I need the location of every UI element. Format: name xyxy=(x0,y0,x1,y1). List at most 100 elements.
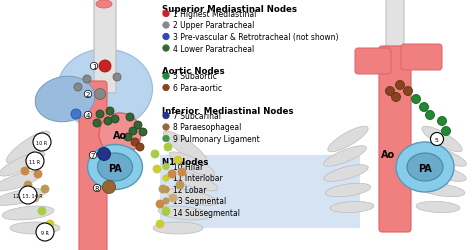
Circle shape xyxy=(176,181,184,189)
Circle shape xyxy=(83,76,91,84)
Circle shape xyxy=(162,207,170,215)
Text: 4 Lower Paratracheal: 4 Lower Paratracheal xyxy=(173,44,254,53)
Ellipse shape xyxy=(164,132,207,163)
Ellipse shape xyxy=(422,127,462,152)
Circle shape xyxy=(430,133,444,146)
Circle shape xyxy=(153,165,161,173)
Ellipse shape xyxy=(407,154,443,181)
Circle shape xyxy=(411,95,420,104)
Circle shape xyxy=(163,46,169,52)
Ellipse shape xyxy=(330,202,374,213)
Text: 11 Interlobar: 11 Interlobar xyxy=(173,174,223,183)
FancyBboxPatch shape xyxy=(79,82,107,250)
Ellipse shape xyxy=(419,184,465,197)
Text: 11 R: 11 R xyxy=(29,159,41,164)
Text: 4: 4 xyxy=(86,112,90,118)
Text: 10 R: 10 R xyxy=(36,140,47,145)
Text: 2: 2 xyxy=(86,92,90,98)
Circle shape xyxy=(163,34,169,40)
Circle shape xyxy=(174,156,182,164)
Text: 14 Subsegmental: 14 Subsegmental xyxy=(173,208,240,217)
Circle shape xyxy=(159,185,167,193)
Text: 2 Upper Paratracheal: 2 Upper Paratracheal xyxy=(173,22,255,30)
Ellipse shape xyxy=(166,189,218,206)
FancyBboxPatch shape xyxy=(355,49,391,75)
Circle shape xyxy=(99,61,111,73)
Circle shape xyxy=(426,111,435,120)
Text: Aortic Nodes: Aortic Nodes xyxy=(162,67,225,76)
Circle shape xyxy=(163,23,169,29)
Ellipse shape xyxy=(424,146,466,167)
Text: 7: 7 xyxy=(91,152,95,158)
Circle shape xyxy=(104,118,112,126)
Circle shape xyxy=(96,110,104,118)
Circle shape xyxy=(111,116,119,124)
Text: 9 R: 9 R xyxy=(41,230,49,235)
Circle shape xyxy=(124,134,132,141)
Text: 12 Lobar: 12 Lobar xyxy=(173,185,207,194)
Ellipse shape xyxy=(98,154,133,181)
Circle shape xyxy=(392,93,401,102)
Text: 5 Subaortic: 5 Subaortic xyxy=(173,72,217,81)
Circle shape xyxy=(163,113,169,119)
Text: 7 Subcarinal: 7 Subcarinal xyxy=(173,112,221,120)
Circle shape xyxy=(94,89,106,100)
Circle shape xyxy=(21,167,29,175)
Ellipse shape xyxy=(2,206,54,220)
Ellipse shape xyxy=(96,1,112,9)
Circle shape xyxy=(419,103,428,112)
FancyBboxPatch shape xyxy=(386,0,404,66)
Circle shape xyxy=(102,181,116,194)
Circle shape xyxy=(36,223,54,241)
Text: 3 Pre-vascular & Retrotracheal (not shown): 3 Pre-vascular & Retrotracheal (not show… xyxy=(173,33,338,42)
Text: PA: PA xyxy=(418,163,432,173)
Circle shape xyxy=(34,170,42,178)
Ellipse shape xyxy=(328,127,368,152)
Ellipse shape xyxy=(422,165,466,182)
Circle shape xyxy=(441,127,450,136)
Ellipse shape xyxy=(324,146,366,167)
Ellipse shape xyxy=(325,184,371,197)
Circle shape xyxy=(156,220,164,228)
Text: 8: 8 xyxy=(95,185,99,191)
Circle shape xyxy=(163,164,169,170)
Ellipse shape xyxy=(88,145,143,190)
Circle shape xyxy=(36,144,44,152)
Circle shape xyxy=(169,194,177,202)
Ellipse shape xyxy=(396,142,454,192)
Text: Inferior. Mediastinal Nodes: Inferior. Mediastinal Nodes xyxy=(162,106,293,116)
Circle shape xyxy=(98,148,110,161)
Circle shape xyxy=(134,122,142,130)
Circle shape xyxy=(163,198,169,204)
Circle shape xyxy=(38,207,46,215)
Ellipse shape xyxy=(153,222,203,234)
Circle shape xyxy=(156,200,164,208)
Text: 13 Segmental: 13 Segmental xyxy=(173,197,226,206)
Ellipse shape xyxy=(416,202,460,213)
Circle shape xyxy=(385,87,394,96)
Ellipse shape xyxy=(158,206,210,220)
Circle shape xyxy=(126,114,134,122)
Circle shape xyxy=(163,175,169,182)
Circle shape xyxy=(163,136,169,142)
Text: Ao: Ao xyxy=(113,130,127,140)
Circle shape xyxy=(163,124,169,131)
Text: 6 Para-aortic: 6 Para-aortic xyxy=(173,84,222,93)
Text: Superior Mediastinal Nodes: Superior Mediastinal Nodes xyxy=(162,5,297,14)
Circle shape xyxy=(163,11,169,18)
Ellipse shape xyxy=(0,189,46,206)
Text: 5: 5 xyxy=(435,138,439,142)
Circle shape xyxy=(163,186,169,193)
Circle shape xyxy=(129,128,137,136)
Circle shape xyxy=(26,152,44,170)
Ellipse shape xyxy=(6,132,50,163)
Circle shape xyxy=(151,150,159,158)
Text: 12, 13, 14 R: 12, 13, 14 R xyxy=(13,193,43,198)
Ellipse shape xyxy=(324,165,368,182)
Circle shape xyxy=(26,156,34,163)
Text: 1 Highest Mediastinal: 1 Highest Mediastinal xyxy=(173,10,256,19)
Circle shape xyxy=(403,87,412,96)
Text: 10 Hilar: 10 Hilar xyxy=(173,162,203,171)
Ellipse shape xyxy=(0,152,45,176)
Circle shape xyxy=(163,74,169,80)
